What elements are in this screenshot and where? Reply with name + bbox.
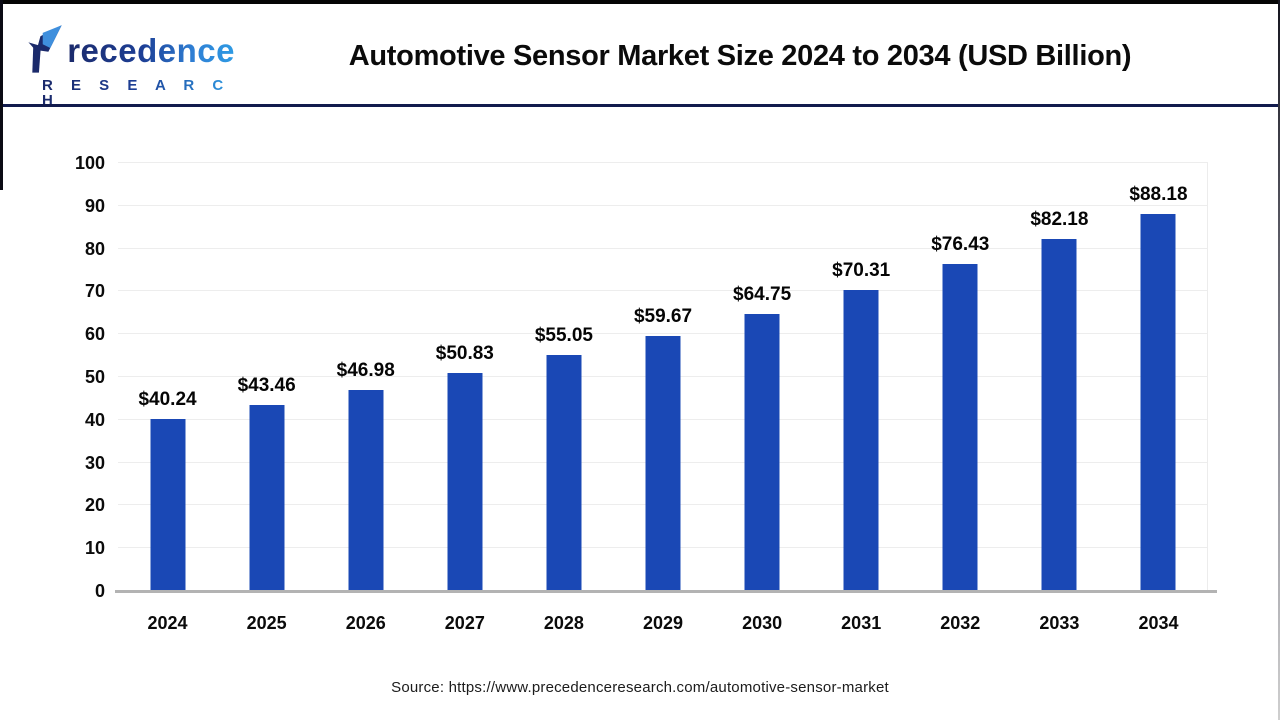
- x-tick-label-2028: 2028: [543, 613, 584, 633]
- x-axis-line: [115, 590, 1217, 593]
- y-tick-label-100: 100: [74, 153, 105, 173]
- gridline-70: [118, 290, 1208, 292]
- bar-2029: [645, 335, 681, 591]
- top-border: [0, 0, 1280, 4]
- plot-right-border: [1207, 163, 1208, 591]
- x-tick-label-2027: 2027: [444, 613, 485, 633]
- bar-value-label-2027: $50.83: [435, 343, 494, 365]
- source-text: Source: https://www.precedenceresearch.c…: [391, 679, 889, 696]
- bar-value-label-2031: $70.31: [832, 260, 891, 282]
- bar-slot-2029: $59.67: [613, 163, 712, 591]
- bar-slot-2032: $76.43: [911, 163, 1010, 591]
- y-tick-label-20: 20: [84, 495, 105, 516]
- left-border: [0, 0, 3, 190]
- bar-2025: [249, 405, 285, 591]
- bar-value-label-2030: $64.75: [733, 283, 792, 305]
- bar-slot-2024: $40.24: [118, 163, 217, 591]
- x-tick-label-2031: 2031: [841, 613, 882, 633]
- bar-2032: [942, 263, 978, 591]
- x-axis: 2024 2025 2026 2027 2028 2029 2030 2031 2032 2033…: [118, 613, 1208, 634]
- y-tick-label-50: 50: [84, 367, 105, 387]
- x-tick-label-2034: 2034: [1138, 613, 1179, 633]
- bar-2034: [1140, 213, 1176, 591]
- bar-2027: [447, 373, 483, 591]
- bar-value-label-2032: $76.43: [931, 233, 990, 255]
- precedence-research-logo: recedence R E S E A R C H: [20, 20, 235, 108]
- bar-slot-2030: $64.75: [713, 163, 812, 591]
- y-tick-label-40: 40: [84, 409, 105, 430]
- bar-row: $40.24 $43.46 $46.98 $50.83 $55.05 $59.67 $64.…: [118, 163, 1208, 591]
- bar-slot-2027: $50.83: [415, 163, 514, 591]
- bar-slot-2025: $43.46: [217, 163, 316, 591]
- bar-slot-2033: $82.18: [1010, 163, 1109, 591]
- bar-2028: [546, 355, 582, 591]
- bar-slot-2034: $88.18: [1109, 163, 1208, 591]
- bar-2024: [150, 418, 186, 591]
- bar-value-label-2029: $59.67: [633, 305, 693, 327]
- plot-area: $40.24 $43.46 $46.98 $50.83 $55.05 $59.67 $64.…: [115, 162, 1217, 593]
- bar-value-label-2033: $82.18: [1030, 209, 1089, 231]
- bar-value-label-2024: $40.24: [138, 388, 197, 410]
- x-tick-label-2032: 2032: [940, 613, 981, 633]
- bar-value-label-2028: $55.05: [534, 325, 593, 347]
- gridline-80: [118, 247, 1208, 249]
- x-tick-label-2026: 2026: [345, 613, 386, 633]
- logo-pinwheel-icon: [28, 25, 62, 73]
- y-axis: 100 90 80 70 60 50 40 30 20 10 0: [30, 153, 105, 601]
- x-tick-label-2029: 2029: [642, 613, 684, 633]
- gridline-90: [118, 204, 1208, 206]
- header: recedence R E S E A R C H Automotive Sen…: [0, 4, 1280, 108]
- logo-research-text: R E S E A R C H: [42, 78, 235, 108]
- gridline-60: [118, 333, 1208, 335]
- y-tick-label-80: 80: [84, 238, 105, 259]
- y-tick-label-90: 90: [84, 195, 105, 216]
- bar-value-label-2025: $43.46: [237, 375, 296, 396]
- logo-brand-text: recedence: [67, 32, 235, 69]
- x-tick-label-2033: 2033: [1039, 613, 1080, 633]
- gridline-100: [118, 162, 1208, 163]
- x-tick-label-2025: 2025: [246, 613, 287, 633]
- bar-2033: [1041, 239, 1077, 591]
- y-tick-label-70: 70: [84, 281, 105, 302]
- bar-slot-2028: $55.05: [514, 163, 613, 591]
- bar-2031: [843, 290, 879, 591]
- header-separator-line: [0, 104, 1280, 107]
- x-tick-label-2024: 2024: [147, 613, 188, 633]
- bar-slot-2026: $46.98: [316, 163, 415, 591]
- y-tick-label-10: 10: [84, 538, 105, 559]
- y-tick-label-30: 30: [84, 452, 105, 473]
- bar-2030: [744, 313, 780, 591]
- right-border: [1278, 0, 1280, 720]
- chart-title: Automotive Sensor Market Size 2024 to 20…: [348, 40, 1132, 72]
- bar-2026: [348, 389, 384, 591]
- x-tick-label-2030: 2030: [742, 613, 783, 633]
- y-tick-label-60: 60: [84, 324, 105, 345]
- y-tick-label-0: 0: [94, 581, 105, 601]
- bar-value-label-2026: $46.98: [336, 359, 395, 381]
- bar-slot-2031: $70.31: [812, 163, 911, 591]
- bar-value-label-2034: $88.18: [1129, 183, 1188, 205]
